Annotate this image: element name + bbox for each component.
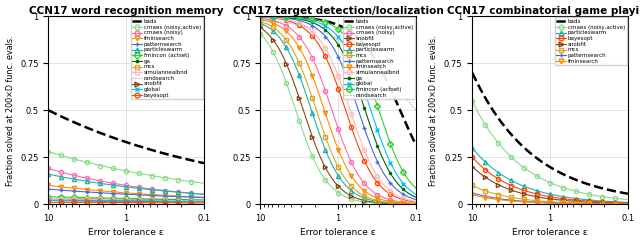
Legend: bads, cmaes (noisy,active), particleswarm, bayesopt, snobfit, mcs, patternsearch: bads, cmaes (noisy,active), particleswar… — [554, 17, 627, 65]
Legend: bads, cmaes (noisy,active), cmaes (noisy), fminsearch, patternsearch, particlesw: bads, cmaes (noisy,active), cmaes (noisy… — [131, 17, 203, 99]
Y-axis label: Fraction solved at 200×D func. evals.: Fraction solved at 200×D func. evals. — [6, 35, 15, 185]
Title: CCN17 combinatorial game playing: CCN17 combinatorial game playing — [447, 6, 640, 16]
X-axis label: Error tolerance ε: Error tolerance ε — [88, 228, 164, 237]
X-axis label: Error tolerance ε: Error tolerance ε — [512, 228, 588, 237]
Legend: bads, cmaes (noisy,active), cmaes (noisy), snobfit, bayesopt, particleswarm, mcs: bads, cmaes (noisy,active), cmaes (noisy… — [342, 17, 415, 99]
X-axis label: Error tolerance ε: Error tolerance ε — [300, 228, 376, 237]
Title: CCN17 word recognition memory: CCN17 word recognition memory — [29, 6, 223, 16]
Title: CCN17 target detection/localization: CCN17 target detection/localization — [233, 6, 444, 16]
Y-axis label: Fraction solved at 200×D func. evals.: Fraction solved at 200×D func. evals. — [429, 35, 438, 185]
